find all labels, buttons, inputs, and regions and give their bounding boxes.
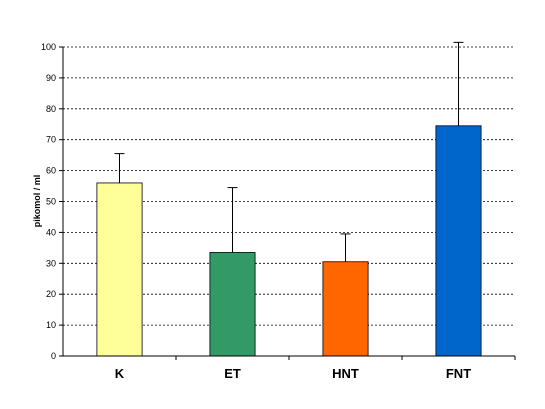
y-tick-label: 0	[51, 351, 56, 361]
y-axis-title: pikomol / ml	[32, 175, 42, 228]
y-tick-labels: 0 10 20 30 40 50 60 70 80 90 100	[41, 42, 56, 361]
x-tick-label-fnt: FNT	[446, 366, 471, 381]
x-tick-label-hnt: HNT	[332, 366, 359, 381]
x-tick-label-et: ET	[224, 366, 241, 381]
y-tick-label: 30	[46, 258, 56, 268]
y-tick-label: 60	[46, 166, 56, 176]
bar-fnt	[435, 125, 482, 357]
y-tick-label: 90	[46, 73, 56, 83]
y-tick-label: 80	[46, 104, 56, 114]
bar-et	[209, 252, 256, 357]
bar-hnt	[322, 261, 369, 357]
x-tick-labels: K ET HNT FNT	[115, 366, 471, 381]
y-tick-label: 70	[46, 135, 56, 145]
y-tick-label: 20	[46, 289, 56, 299]
bars	[96, 125, 482, 357]
y-tick-label: 100	[41, 42, 56, 52]
y-tick-label: 40	[46, 227, 56, 237]
x-tick-label-k: K	[115, 366, 125, 381]
y-tick-label: 50	[46, 197, 56, 207]
axes	[59, 46, 516, 360]
y-tick-label: 10	[46, 320, 56, 330]
error-bars	[114, 41, 464, 262]
bar-k	[96, 182, 143, 357]
